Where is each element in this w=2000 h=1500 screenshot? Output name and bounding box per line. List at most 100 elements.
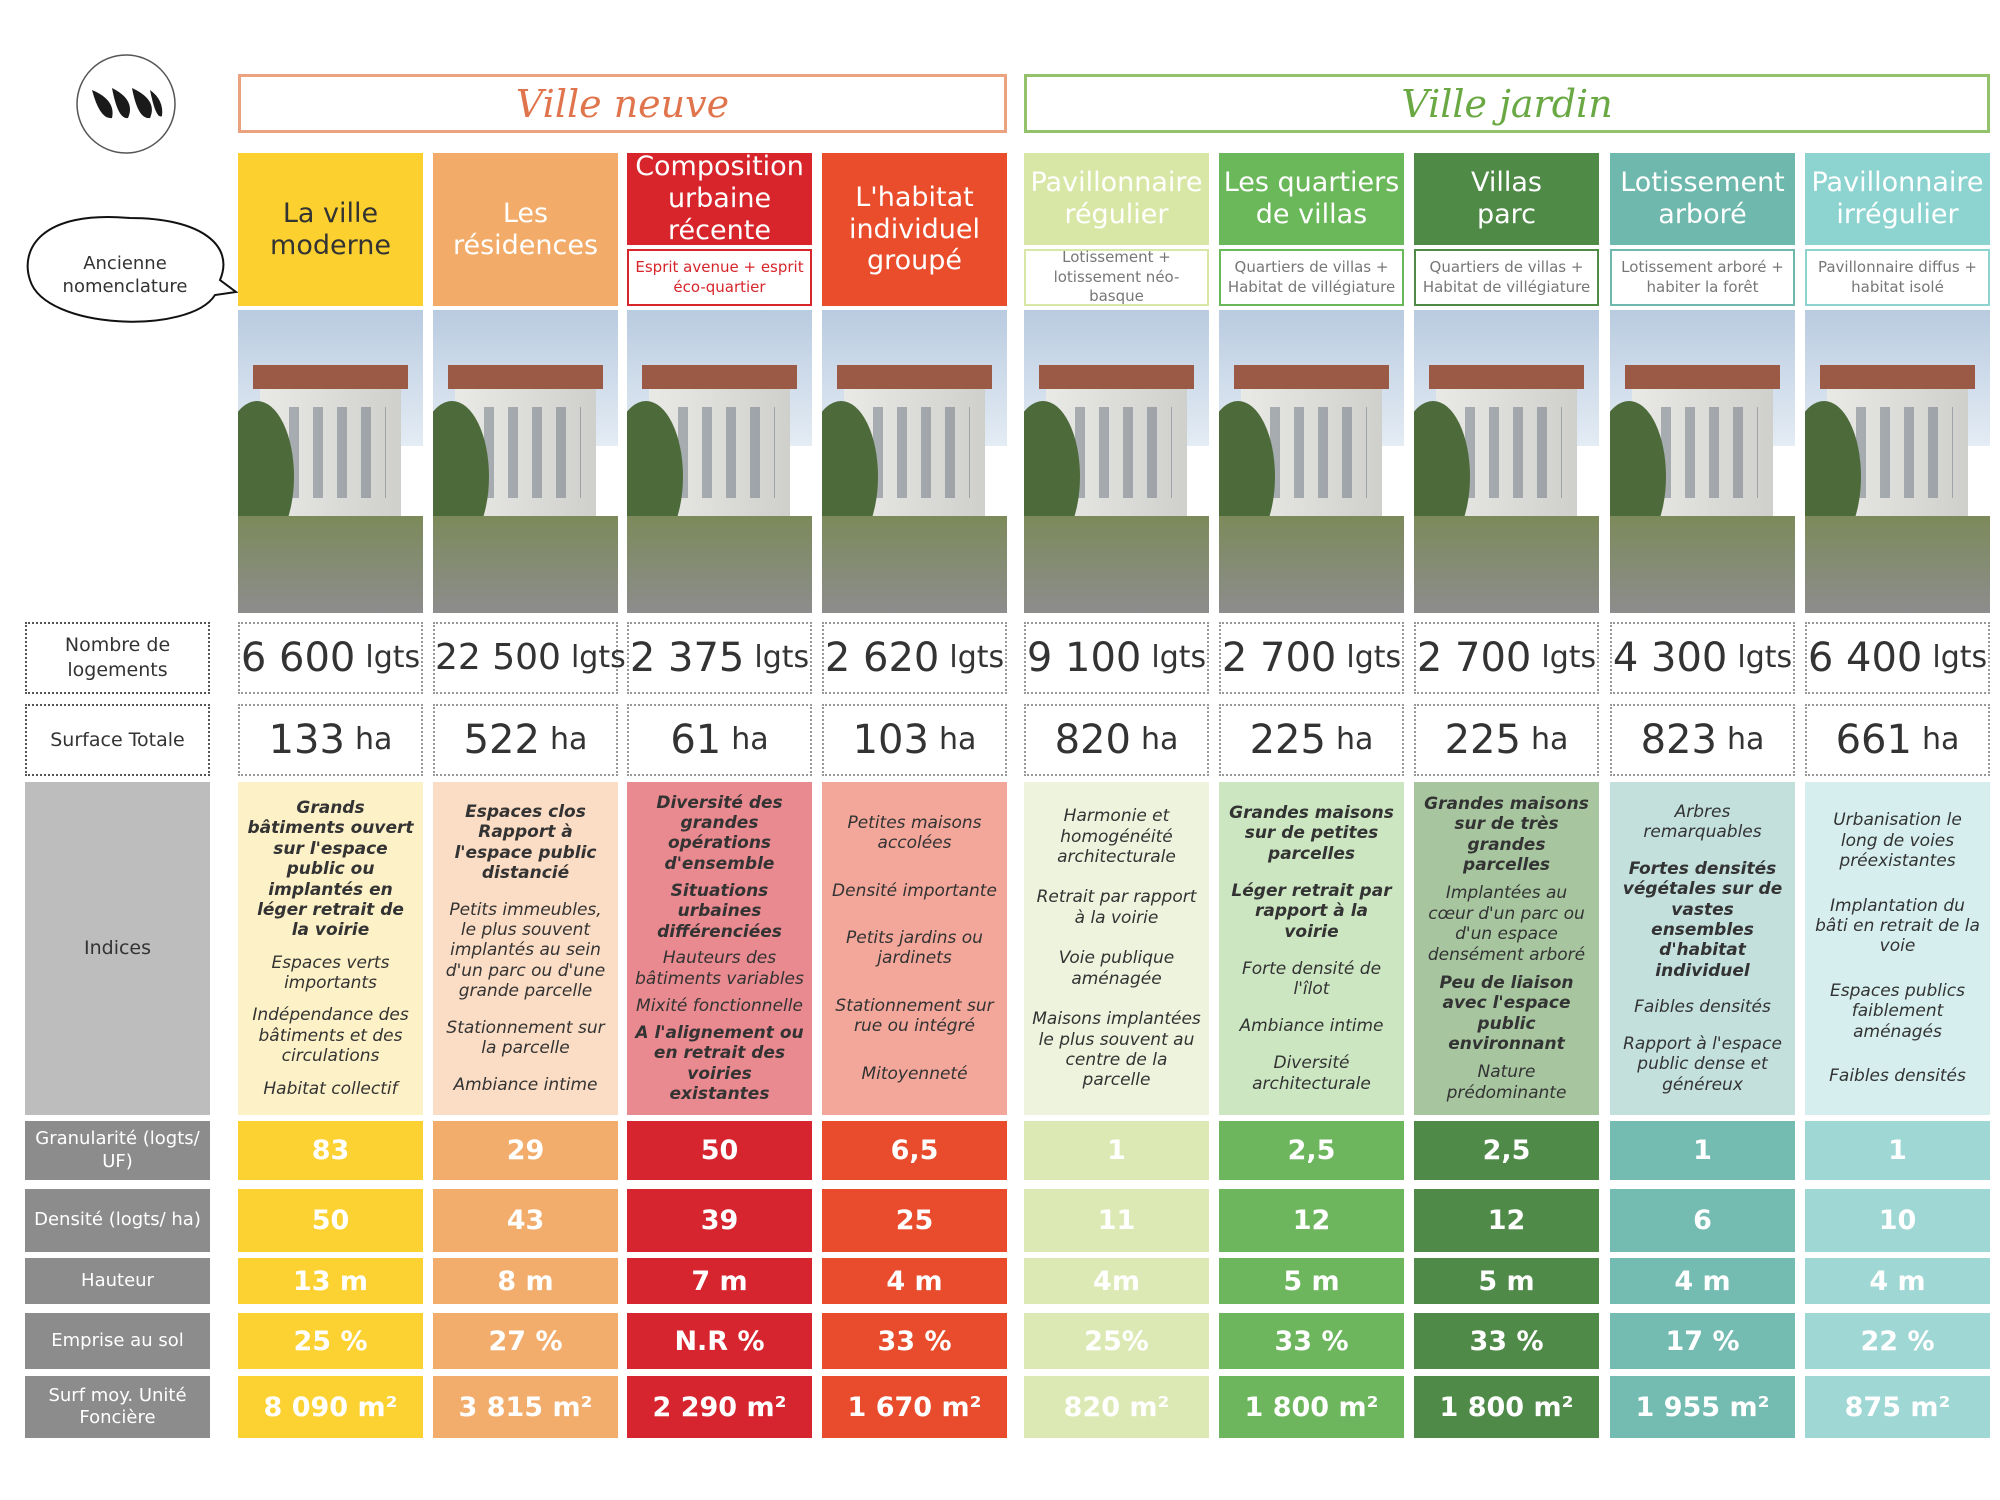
column-name: La ville moderne <box>238 153 423 306</box>
metric: 1 955 m² <box>1610 1376 1795 1438</box>
metric: 33 % <box>1414 1313 1599 1369</box>
value: 61 <box>670 717 722 763</box>
column-name: Les quartiers de villas <box>1219 153 1404 245</box>
group-title: Ville neuve <box>238 74 1007 133</box>
value: 6 400 <box>1807 635 1923 681</box>
index-item: Implantation du bâti en retrait de la vo… <box>1815 895 1980 957</box>
metric: 8 m <box>433 1258 618 1304</box>
unit: lgts <box>1151 640 1207 676</box>
photo-part <box>1842 406 1953 498</box>
value: 225 <box>1249 717 1326 763</box>
metric: 4 m <box>1805 1258 1990 1304</box>
index-item: Petits jardins ou jardinets <box>846 928 983 969</box>
index-item: Espaces publics faiblement aménagés <box>1830 981 1965 1042</box>
column-subtitle: Lotissement arboré + habiter la forêt <box>1610 249 1795 306</box>
metric: 7 m <box>627 1258 812 1304</box>
index-item: Voie publique aménagée <box>1058 948 1175 989</box>
indices: Arbres remarquables Fortes densités végét… <box>1610 782 1795 1115</box>
column-subtitle: Lotissement + lotissement néo-basque <box>1024 248 1209 306</box>
unit: ha <box>1335 722 1374 758</box>
metric: 1 <box>1024 1121 1209 1180</box>
photo-part <box>836 364 993 389</box>
index-item: Implantées au cœur d'un parc ou d'un esp… <box>1427 883 1586 965</box>
index-item: Espaces verts importants <box>271 952 390 994</box>
row-label: Emprise au sol <box>25 1313 210 1369</box>
value: 823 <box>1640 717 1717 763</box>
metric: 25 <box>822 1189 1007 1252</box>
index-item: Rapport à l'espace public dense et génér… <box>1623 1033 1782 1095</box>
metric: 25 % <box>238 1313 423 1369</box>
logements: 2 620 lgts <box>822 622 1007 694</box>
index-item: Forte densité de l'îlot <box>1241 958 1382 1000</box>
logements: 4 300 lgts <box>1610 622 1795 694</box>
unit: lgts <box>1932 640 1988 676</box>
metric: 4 m <box>822 1258 1007 1304</box>
index-item: Mixité fonctionnelle <box>636 995 803 1016</box>
photo <box>1414 310 1599 613</box>
metric: 1 800 m² <box>1219 1376 1404 1438</box>
row-label: Surface Totale <box>25 704 210 776</box>
value: 6 600 <box>240 635 356 681</box>
indices: Harmonie et homogénéité architecturale Re… <box>1024 782 1209 1115</box>
photo <box>433 310 618 613</box>
column-subtitle: Quartiers de villas + Habitat de villégi… <box>1414 249 1599 306</box>
index-item: Grandes maisons sur de très grandes parc… <box>1424 793 1589 876</box>
metric: 4 m <box>1610 1258 1795 1304</box>
photo-part <box>1647 406 1758 498</box>
value: 2 700 <box>1221 635 1337 681</box>
metric: 5 m <box>1219 1258 1404 1304</box>
row-label: Surf moy. Unité Foncière <box>25 1376 210 1438</box>
index-item: Petites maisons accolées <box>847 812 982 854</box>
column-subtitle: Quartiers de villas + Habitat de villégi… <box>1219 249 1404 306</box>
metric: 50 <box>238 1189 423 1252</box>
photo-part <box>447 364 604 389</box>
metric: 2 290 m² <box>627 1376 812 1438</box>
index-item: Situations urbaines différenciées <box>657 880 782 942</box>
metric: 29 <box>433 1121 618 1180</box>
column-subtitle: Esprit avenue + esprit éco-quartier <box>627 249 812 306</box>
metric: 83 <box>238 1121 423 1180</box>
value: 103 <box>852 717 929 763</box>
unit: ha <box>1140 722 1179 758</box>
metric: 2,5 <box>1414 1121 1599 1180</box>
metric: 875 m² <box>1805 1376 1990 1438</box>
photo-part <box>627 516 812 613</box>
value: 225 <box>1444 717 1521 763</box>
photo-part <box>1624 364 1781 389</box>
photo-part <box>252 364 409 389</box>
logements: 2 700 lgts <box>1219 622 1404 694</box>
column-name: Pavillonnaire régulier <box>1024 153 1209 245</box>
unit: ha <box>731 722 769 758</box>
index-item: Arbres remarquables <box>1643 802 1762 843</box>
indices: Diversité des grandes opérations d'ensem… <box>627 782 812 1115</box>
index-item: Peu de liaison avec l'espace public envi… <box>1439 972 1574 1055</box>
unit: lgts <box>949 640 1005 676</box>
indices: Grandes maisons sur de très grandes parc… <box>1414 782 1599 1115</box>
value: 820 <box>1054 717 1131 763</box>
metric: 1 <box>1805 1121 1990 1180</box>
index-item: Faibles densités <box>1634 997 1771 1018</box>
value: 2 620 <box>824 635 940 681</box>
photo-part <box>238 516 423 613</box>
photo-part <box>859 406 970 498</box>
metric: 5 m <box>1414 1258 1599 1304</box>
metric: 6,5 <box>822 1121 1007 1180</box>
photo <box>1219 310 1404 613</box>
logements: 6 600 lgts <box>238 622 423 694</box>
metric: N.R % <box>627 1313 812 1369</box>
photo-part <box>433 516 618 613</box>
surface: 820 ha <box>1024 704 1209 776</box>
column-name: Lotissement arboré <box>1610 153 1795 245</box>
value: 661 <box>1835 717 1912 763</box>
photo-part <box>1219 516 1404 613</box>
indices: Urbanisation le long de voies préexistan… <box>1805 782 1990 1115</box>
logements: 6 400 lgts <box>1805 622 1990 694</box>
indices: Grandes maisons sur de petites parcelles… <box>1219 782 1404 1115</box>
index-item: Retrait par rapport à la voirie <box>1036 887 1197 928</box>
metric: 43 <box>433 1189 618 1252</box>
column-name: Composition urbaine récente <box>627 151 812 246</box>
indices: Petites maisons accolées Densité importan… <box>822 782 1007 1115</box>
indices: Grands bâtiments ouvert sur l'espace pub… <box>238 782 423 1115</box>
photo-part <box>822 516 1007 613</box>
